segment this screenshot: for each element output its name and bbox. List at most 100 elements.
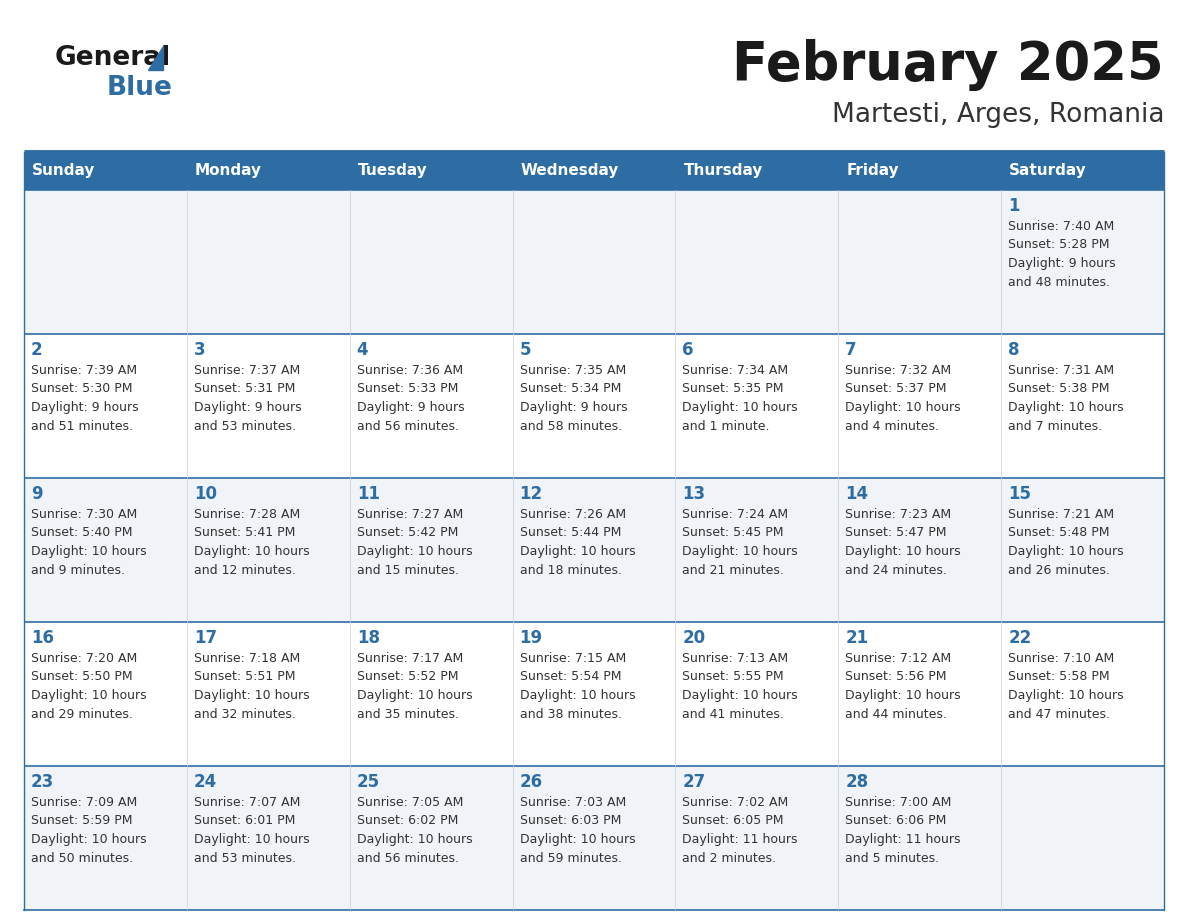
Text: 26: 26 xyxy=(519,773,543,791)
Text: 22: 22 xyxy=(1009,629,1031,647)
Bar xyxy=(839,766,1001,910)
Bar xyxy=(512,766,676,910)
Text: Sunrise: 7:15 AM
Sunset: 5:54 PM
Daylight: 10 hours
and 38 minutes.: Sunrise: 7:15 AM Sunset: 5:54 PM Dayligh… xyxy=(519,652,636,721)
Polygon shape xyxy=(148,46,163,70)
Text: Sunrise: 7:23 AM
Sunset: 5:47 PM
Daylight: 10 hours
and 24 minutes.: Sunrise: 7:23 AM Sunset: 5:47 PM Dayligh… xyxy=(846,508,961,577)
Text: Sunrise: 7:17 AM
Sunset: 5:52 PM
Daylight: 10 hours
and 35 minutes.: Sunrise: 7:17 AM Sunset: 5:52 PM Dayligh… xyxy=(356,652,473,721)
Text: February 2025: February 2025 xyxy=(732,39,1164,91)
Text: Sunrise: 7:26 AM
Sunset: 5:44 PM
Daylight: 10 hours
and 18 minutes.: Sunrise: 7:26 AM Sunset: 5:44 PM Dayligh… xyxy=(519,508,636,577)
Text: Sunrise: 7:21 AM
Sunset: 5:48 PM
Daylight: 10 hours
and 26 minutes.: Sunrise: 7:21 AM Sunset: 5:48 PM Dayligh… xyxy=(1009,508,1124,577)
Bar xyxy=(839,190,1001,334)
Bar xyxy=(676,478,839,622)
Text: General: General xyxy=(55,45,171,71)
Text: 16: 16 xyxy=(31,629,53,647)
Text: 9: 9 xyxy=(31,485,43,503)
Text: 28: 28 xyxy=(846,773,868,791)
Bar xyxy=(676,334,839,478)
Bar xyxy=(512,622,676,766)
Text: Sunrise: 7:10 AM
Sunset: 5:58 PM
Daylight: 10 hours
and 47 minutes.: Sunrise: 7:10 AM Sunset: 5:58 PM Dayligh… xyxy=(1009,652,1124,721)
Text: Sunrise: 7:39 AM
Sunset: 5:30 PM
Daylight: 9 hours
and 51 minutes.: Sunrise: 7:39 AM Sunset: 5:30 PM Dayligh… xyxy=(31,364,139,432)
Text: 21: 21 xyxy=(846,629,868,647)
Bar xyxy=(1001,622,1164,766)
Text: 15: 15 xyxy=(1009,485,1031,503)
Text: 27: 27 xyxy=(682,773,706,791)
Bar xyxy=(187,334,349,478)
Text: Sunday: Sunday xyxy=(32,163,95,178)
Text: 8: 8 xyxy=(1009,341,1019,359)
Bar xyxy=(187,152,349,190)
Text: 2: 2 xyxy=(31,341,43,359)
Bar xyxy=(512,152,676,190)
Bar xyxy=(676,766,839,910)
Bar xyxy=(24,190,187,334)
Bar xyxy=(512,190,676,334)
Text: Sunrise: 7:35 AM
Sunset: 5:34 PM
Daylight: 9 hours
and 58 minutes.: Sunrise: 7:35 AM Sunset: 5:34 PM Dayligh… xyxy=(519,364,627,432)
Text: 13: 13 xyxy=(682,485,706,503)
Text: Sunrise: 7:13 AM
Sunset: 5:55 PM
Daylight: 10 hours
and 41 minutes.: Sunrise: 7:13 AM Sunset: 5:55 PM Dayligh… xyxy=(682,652,798,721)
Text: Sunrise: 7:40 AM
Sunset: 5:28 PM
Daylight: 9 hours
and 48 minutes.: Sunrise: 7:40 AM Sunset: 5:28 PM Dayligh… xyxy=(1009,220,1116,288)
Text: Sunrise: 7:24 AM
Sunset: 5:45 PM
Daylight: 10 hours
and 21 minutes.: Sunrise: 7:24 AM Sunset: 5:45 PM Dayligh… xyxy=(682,508,798,577)
Bar xyxy=(24,478,187,622)
Text: 12: 12 xyxy=(519,485,543,503)
Bar xyxy=(1001,766,1164,910)
Bar xyxy=(349,334,512,478)
Text: Sunrise: 7:20 AM
Sunset: 5:50 PM
Daylight: 10 hours
and 29 minutes.: Sunrise: 7:20 AM Sunset: 5:50 PM Dayligh… xyxy=(31,652,146,721)
Bar xyxy=(349,152,512,190)
Bar xyxy=(187,478,349,622)
Text: Sunrise: 7:18 AM
Sunset: 5:51 PM
Daylight: 10 hours
and 32 minutes.: Sunrise: 7:18 AM Sunset: 5:51 PM Dayligh… xyxy=(194,652,310,721)
Bar xyxy=(512,334,676,478)
Text: Friday: Friday xyxy=(846,163,899,178)
Text: 10: 10 xyxy=(194,485,217,503)
Text: 24: 24 xyxy=(194,773,217,791)
Text: Sunrise: 7:34 AM
Sunset: 5:35 PM
Daylight: 10 hours
and 1 minute.: Sunrise: 7:34 AM Sunset: 5:35 PM Dayligh… xyxy=(682,364,798,432)
Text: Sunrise: 7:28 AM
Sunset: 5:41 PM
Daylight: 10 hours
and 12 minutes.: Sunrise: 7:28 AM Sunset: 5:41 PM Dayligh… xyxy=(194,508,310,577)
Bar xyxy=(349,478,512,622)
Text: 4: 4 xyxy=(356,341,368,359)
Bar xyxy=(349,622,512,766)
Bar xyxy=(24,334,187,478)
Bar xyxy=(839,622,1001,766)
Text: Sunrise: 7:37 AM
Sunset: 5:31 PM
Daylight: 9 hours
and 53 minutes.: Sunrise: 7:37 AM Sunset: 5:31 PM Dayligh… xyxy=(194,364,302,432)
Text: Sunrise: 7:12 AM
Sunset: 5:56 PM
Daylight: 10 hours
and 44 minutes.: Sunrise: 7:12 AM Sunset: 5:56 PM Dayligh… xyxy=(846,652,961,721)
Bar xyxy=(24,152,187,190)
Text: 7: 7 xyxy=(846,341,857,359)
Text: Sunrise: 7:00 AM
Sunset: 6:06 PM
Daylight: 11 hours
and 5 minutes.: Sunrise: 7:00 AM Sunset: 6:06 PM Dayligh… xyxy=(846,796,961,865)
Bar xyxy=(839,152,1001,190)
Text: Sunrise: 7:07 AM
Sunset: 6:01 PM
Daylight: 10 hours
and 53 minutes.: Sunrise: 7:07 AM Sunset: 6:01 PM Dayligh… xyxy=(194,796,310,865)
Bar xyxy=(676,190,839,334)
Text: Wednesday: Wednesday xyxy=(520,163,619,178)
Bar xyxy=(1001,334,1164,478)
Text: 6: 6 xyxy=(682,341,694,359)
Text: Sunrise: 7:02 AM
Sunset: 6:05 PM
Daylight: 11 hours
and 2 minutes.: Sunrise: 7:02 AM Sunset: 6:05 PM Dayligh… xyxy=(682,796,798,865)
Text: Martesti, Arges, Romania: Martesti, Arges, Romania xyxy=(832,102,1164,128)
Text: Sunrise: 7:05 AM
Sunset: 6:02 PM
Daylight: 10 hours
and 56 minutes.: Sunrise: 7:05 AM Sunset: 6:02 PM Dayligh… xyxy=(356,796,473,865)
Text: 5: 5 xyxy=(519,341,531,359)
Text: Monday: Monday xyxy=(195,163,261,178)
Bar xyxy=(512,478,676,622)
Bar xyxy=(187,190,349,334)
Text: Blue: Blue xyxy=(107,75,173,101)
Bar xyxy=(1001,152,1164,190)
Bar xyxy=(349,766,512,910)
Text: Sunrise: 7:32 AM
Sunset: 5:37 PM
Daylight: 10 hours
and 4 minutes.: Sunrise: 7:32 AM Sunset: 5:37 PM Dayligh… xyxy=(846,364,961,432)
Text: 14: 14 xyxy=(846,485,868,503)
Bar xyxy=(187,766,349,910)
Text: Sunrise: 7:27 AM
Sunset: 5:42 PM
Daylight: 10 hours
and 15 minutes.: Sunrise: 7:27 AM Sunset: 5:42 PM Dayligh… xyxy=(356,508,473,577)
Text: 20: 20 xyxy=(682,629,706,647)
Text: Sunrise: 7:31 AM
Sunset: 5:38 PM
Daylight: 10 hours
and 7 minutes.: Sunrise: 7:31 AM Sunset: 5:38 PM Dayligh… xyxy=(1009,364,1124,432)
Text: 18: 18 xyxy=(356,629,380,647)
Text: 11: 11 xyxy=(356,485,380,503)
Bar xyxy=(24,766,187,910)
Text: 1: 1 xyxy=(1009,197,1019,215)
Text: Thursday: Thursday xyxy=(683,163,763,178)
Text: 23: 23 xyxy=(31,773,55,791)
Text: Sunrise: 7:30 AM
Sunset: 5:40 PM
Daylight: 10 hours
and 9 minutes.: Sunrise: 7:30 AM Sunset: 5:40 PM Dayligh… xyxy=(31,508,146,577)
Text: Sunrise: 7:36 AM
Sunset: 5:33 PM
Daylight: 9 hours
and 56 minutes.: Sunrise: 7:36 AM Sunset: 5:33 PM Dayligh… xyxy=(356,364,465,432)
Bar xyxy=(839,334,1001,478)
Text: Sunrise: 7:03 AM
Sunset: 6:03 PM
Daylight: 10 hours
and 59 minutes.: Sunrise: 7:03 AM Sunset: 6:03 PM Dayligh… xyxy=(519,796,636,865)
Text: 17: 17 xyxy=(194,629,217,647)
Bar xyxy=(676,622,839,766)
Text: Tuesday: Tuesday xyxy=(358,163,428,178)
Text: Saturday: Saturday xyxy=(1009,163,1087,178)
Text: Sunrise: 7:09 AM
Sunset: 5:59 PM
Daylight: 10 hours
and 50 minutes.: Sunrise: 7:09 AM Sunset: 5:59 PM Dayligh… xyxy=(31,796,146,865)
